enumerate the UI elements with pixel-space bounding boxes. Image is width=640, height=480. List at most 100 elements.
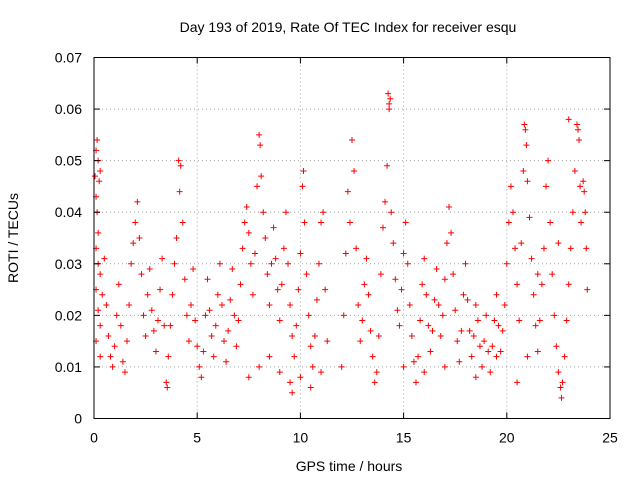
data-point <box>390 240 397 247</box>
data-point <box>268 260 275 267</box>
data-point <box>324 338 331 345</box>
data-point <box>202 312 209 319</box>
data-point <box>107 353 114 360</box>
x-tick-label: 0 <box>90 430 98 446</box>
data-point <box>468 353 475 360</box>
data-point <box>365 291 372 298</box>
data-point <box>254 183 261 190</box>
data-point <box>173 235 180 241</box>
data-point <box>92 173 99 180</box>
data-point <box>164 384 171 391</box>
data-point <box>472 302 479 309</box>
data-point <box>489 343 496 350</box>
data-point <box>521 121 528 128</box>
data-point <box>386 100 393 107</box>
data-point <box>300 167 307 174</box>
data-point <box>419 281 426 288</box>
data-point <box>388 209 395 216</box>
data-point <box>247 260 254 267</box>
data-point <box>373 369 380 376</box>
data-point <box>159 255 166 262</box>
data-point <box>353 245 360 252</box>
data-point <box>152 348 159 355</box>
data-point <box>514 281 521 288</box>
data-point <box>96 178 103 185</box>
data-point <box>520 167 527 174</box>
data-point <box>163 379 170 386</box>
data-point <box>157 286 164 293</box>
data-point <box>462 260 469 267</box>
data-point <box>299 183 306 190</box>
data-point <box>487 369 494 376</box>
data-point <box>196 363 203 370</box>
data-point <box>128 260 135 267</box>
data-point <box>99 291 106 298</box>
data-point <box>429 327 436 334</box>
data-point <box>210 353 217 360</box>
data-point <box>95 307 102 314</box>
y-axis-label: ROTI / TECUs <box>5 193 21 283</box>
data-point <box>499 327 506 334</box>
data-point <box>557 384 564 391</box>
data-point <box>534 348 541 355</box>
data-point <box>340 312 347 319</box>
data-point <box>522 126 529 133</box>
data-point <box>94 137 101 144</box>
data-point <box>322 286 329 293</box>
data-point <box>266 353 273 360</box>
data-point <box>276 317 283 324</box>
x-tick-label: 15 <box>396 430 412 446</box>
data-point <box>169 291 176 298</box>
data-point <box>534 271 541 278</box>
x-tick-label: 10 <box>293 430 309 446</box>
grid-layer <box>94 57 610 419</box>
data-point <box>412 379 419 386</box>
data-point <box>435 302 442 309</box>
data-point <box>204 276 211 283</box>
data-point <box>338 363 345 370</box>
data-point <box>543 183 550 190</box>
data-point <box>266 302 273 309</box>
data-point <box>245 229 252 236</box>
data-point <box>97 271 104 278</box>
data-point <box>580 178 587 185</box>
data-point <box>188 302 195 309</box>
data-point <box>225 327 232 334</box>
data-point <box>208 332 215 339</box>
plot-frame <box>93 57 611 419</box>
data-point <box>385 90 392 97</box>
data-point <box>177 162 184 169</box>
data-point <box>417 317 424 324</box>
data-point <box>578 219 585 226</box>
data-point <box>382 198 389 205</box>
data-point <box>241 219 248 226</box>
data-point <box>583 245 590 252</box>
data-point <box>567 245 574 252</box>
data-point <box>285 260 292 267</box>
data-point <box>359 317 366 324</box>
data-point <box>565 281 572 288</box>
data-point <box>581 188 588 195</box>
data-point <box>176 188 183 195</box>
data-point <box>524 178 531 185</box>
data-point <box>198 374 205 381</box>
data-point <box>431 296 438 303</box>
data-point <box>132 219 139 226</box>
data-point <box>501 302 508 309</box>
data-point <box>406 302 413 309</box>
data-point <box>270 224 277 231</box>
data-point <box>140 312 147 319</box>
data-point <box>309 363 316 370</box>
data-point <box>392 276 399 283</box>
data-point <box>509 209 516 216</box>
data-point <box>545 157 552 164</box>
data-point <box>280 245 287 252</box>
data-point <box>518 240 525 247</box>
data-point <box>243 204 250 211</box>
data-point <box>565 116 572 123</box>
data-point <box>433 265 440 272</box>
data-point <box>233 343 240 350</box>
data-point <box>181 276 188 283</box>
data-point <box>305 312 312 319</box>
data-point <box>538 281 545 288</box>
